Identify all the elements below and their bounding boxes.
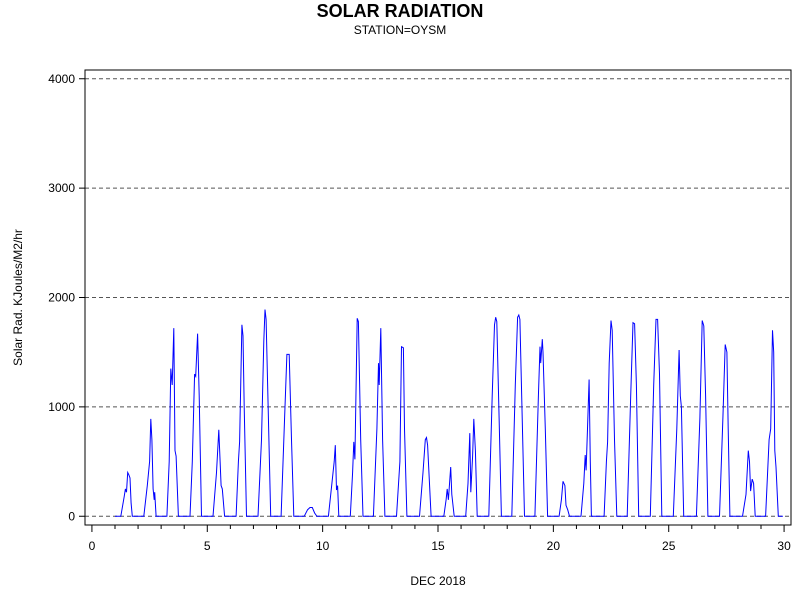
x-tick-label: 10 bbox=[316, 539, 330, 553]
y-tick-label: 4000 bbox=[48, 72, 75, 86]
y-tick-label: 1000 bbox=[48, 400, 75, 414]
x-tick-label: 30 bbox=[777, 539, 791, 553]
chart-subtitle: STATION=OYSM bbox=[353, 23, 447, 37]
x-tick-label: 5 bbox=[204, 539, 211, 553]
x-axis-label: DEC 2018 bbox=[410, 574, 466, 588]
y-tick-label: 0 bbox=[68, 509, 75, 523]
y-tick-label: 2000 bbox=[48, 291, 75, 305]
x-tick-label: 25 bbox=[662, 539, 676, 553]
x-axis: 0 5 10 15 20 25 30 bbox=[89, 525, 791, 553]
x-tick-label: 0 bbox=[89, 539, 96, 553]
y-axis-label: Solar Rad. KJoules/M2/hr bbox=[11, 229, 25, 366]
chart-title: SOLAR RADIATION bbox=[316, 1, 484, 21]
grid-lines bbox=[85, 78, 791, 517]
y-axis: 0 1000 2000 3000 4000 bbox=[48, 72, 85, 523]
y-tick-label: 3000 bbox=[48, 181, 75, 195]
series-line-solar-radiation bbox=[115, 309, 783, 517]
x-tick-label: 20 bbox=[547, 539, 561, 553]
x-tick-label: 15 bbox=[431, 539, 445, 553]
